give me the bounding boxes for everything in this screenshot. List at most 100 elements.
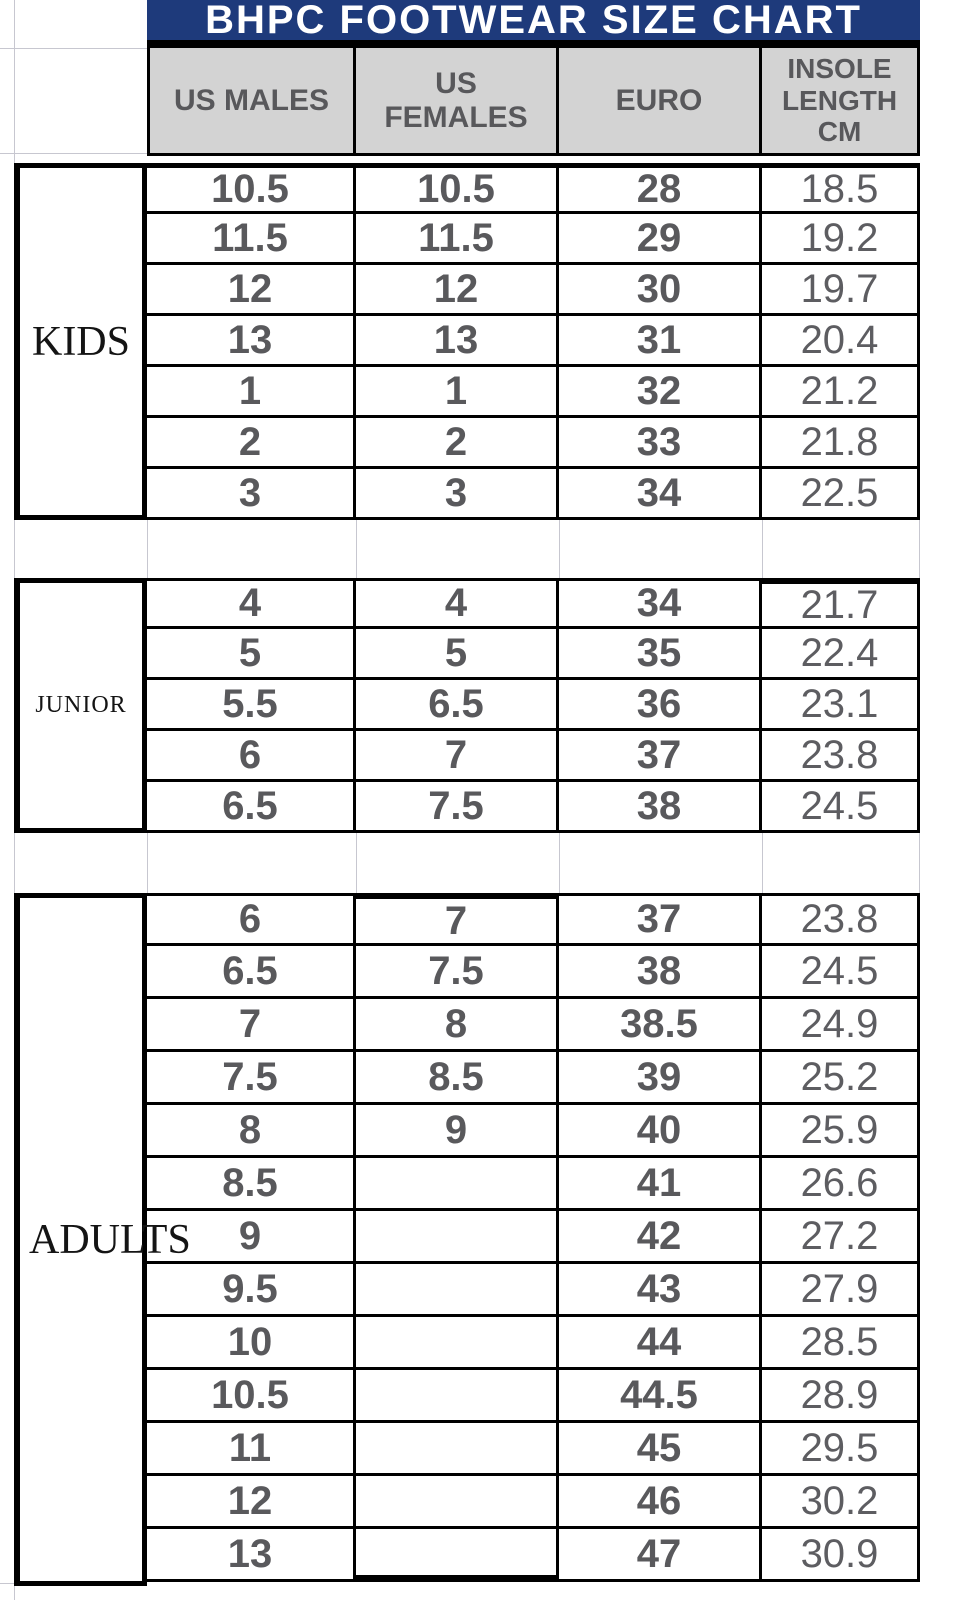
cell-adults-row5-col2: 41 bbox=[559, 1158, 762, 1211]
table-section-junior: 4 4 34 21.7 5 5 35 22.4 5.5 6.5 36 23.1 6 7 37 23.8 6.5 7… bbox=[147, 578, 920, 833]
cell-adults-row0-col1: 7 bbox=[356, 893, 559, 946]
cell-adults-row5-col3: 26.6 bbox=[762, 1158, 920, 1211]
cell-adults-row11-col2: 46 bbox=[559, 1476, 762, 1529]
cell-kids-row1-col3: 19.2 bbox=[762, 214, 920, 265]
cell-junior-row2-col1: 6.5 bbox=[356, 680, 559, 731]
cell-adults-row3-col1: 8.5 bbox=[356, 1052, 559, 1105]
cell-adults-row11-col0: 12 bbox=[147, 1476, 356, 1529]
cell-junior-row3-col1: 7 bbox=[356, 731, 559, 782]
cell-junior-row1-col3: 22.4 bbox=[762, 629, 920, 680]
group-label: JUNIOR bbox=[35, 692, 127, 718]
cell-adults-row7-col1 bbox=[356, 1264, 559, 1317]
cell-adults-row12-col1 bbox=[356, 1529, 559, 1582]
cell-adults-row3-col2: 39 bbox=[559, 1052, 762, 1105]
cell-adults-row10-col0: 11 bbox=[147, 1423, 356, 1476]
cell-adults-row1-col2: 38 bbox=[559, 946, 762, 999]
column-header-euro: EURO bbox=[559, 48, 762, 153]
cell-junior-row3-col3: 23.8 bbox=[762, 731, 920, 782]
cell-adults-row12-col2: 47 bbox=[559, 1529, 762, 1582]
cell-adults-row1-col0: 6.5 bbox=[147, 946, 356, 999]
cell-adults-row5-col1 bbox=[356, 1158, 559, 1211]
cell-adults-row0-col3: 23.8 bbox=[762, 893, 920, 946]
cell-kids-row5-col0: 2 bbox=[147, 418, 356, 469]
cell-adults-row2-col3: 24.9 bbox=[762, 999, 920, 1052]
cell-adults-row9-col1 bbox=[356, 1370, 559, 1423]
cell-adults-row8-col2: 44 bbox=[559, 1317, 762, 1370]
cell-adults-row0-col2: 37 bbox=[559, 893, 762, 946]
cell-adults-row6-col0: 9 bbox=[147, 1211, 356, 1264]
cell-junior-row4-col3: 24.5 bbox=[762, 782, 920, 833]
column-header-label: INSOLE LENGTH CM bbox=[781, 53, 898, 148]
gridline-horizontal-top bbox=[0, 48, 147, 49]
cell-kids-row4-col2: 32 bbox=[559, 367, 762, 418]
cell-adults-row10-col3: 29.5 bbox=[762, 1423, 920, 1476]
title-underline bbox=[147, 40, 920, 48]
cell-kids-row4-col3: 21.2 bbox=[762, 367, 920, 418]
cell-adults-row9-col3: 28.9 bbox=[762, 1370, 920, 1423]
cell-kids-row2-col1: 12 bbox=[356, 265, 559, 316]
cell-kids-row5-col1: 2 bbox=[356, 418, 559, 469]
cell-kids-row5-col3: 21.8 bbox=[762, 418, 920, 469]
cell-adults-row1-col1: 7.5 bbox=[356, 946, 559, 999]
cell-adults-row4-col2: 40 bbox=[559, 1105, 762, 1158]
cell-adults-row3-col3: 25.2 bbox=[762, 1052, 920, 1105]
cell-adults-row8-col3: 28.5 bbox=[762, 1317, 920, 1370]
cell-kids-row6-col3: 22.5 bbox=[762, 469, 920, 520]
cell-junior-row0-col0: 4 bbox=[147, 578, 356, 629]
cell-junior-row0-col1: 4 bbox=[356, 578, 559, 629]
cell-junior-row2-col2: 36 bbox=[559, 680, 762, 731]
spacer-gridline bbox=[356, 833, 357, 893]
cell-adults-row7-col3: 27.9 bbox=[762, 1264, 920, 1317]
cell-adults-row8-col1 bbox=[356, 1317, 559, 1370]
cell-kids-row3-col0: 13 bbox=[147, 316, 356, 367]
cell-kids-row3-col2: 31 bbox=[559, 316, 762, 367]
spacer-gridline bbox=[762, 520, 763, 578]
column-header-label: US FEMALES bbox=[384, 66, 528, 134]
cell-junior-row0-col3: 21.7 bbox=[762, 578, 920, 629]
cell-adults-row6-col2: 42 bbox=[559, 1211, 762, 1264]
cell-adults-row6-col1 bbox=[356, 1211, 559, 1264]
column-header-us-males: US MALES bbox=[147, 48, 356, 153]
column-header-insole-length-cm: INSOLE LENGTH CM bbox=[762, 48, 920, 153]
cell-junior-row1-col1: 5 bbox=[356, 629, 559, 680]
cell-kids-row0-col3: 18.5 bbox=[762, 163, 920, 214]
cell-adults-row4-col1: 9 bbox=[356, 1105, 559, 1158]
cell-junior-row0-col2: 34 bbox=[559, 578, 762, 629]
column-header-row: US MALES US FEMALES EURO INSOLE LENGTH C… bbox=[147, 48, 920, 156]
cell-kids-row2-col2: 30 bbox=[559, 265, 762, 316]
column-header-label: EURO bbox=[615, 83, 703, 117]
cell-kids-row0-col1: 10.5 bbox=[356, 163, 559, 214]
spacer-gridline bbox=[559, 833, 560, 893]
column-header-us-females: US FEMALES bbox=[356, 48, 559, 153]
cell-kids-row1-col1: 11.5 bbox=[356, 214, 559, 265]
cell-kids-row6-col2: 34 bbox=[559, 469, 762, 520]
group-label-box-kids: KIDS bbox=[14, 163, 147, 520]
cell-adults-row12-col3: 30.9 bbox=[762, 1529, 920, 1582]
cell-kids-row1-col2: 29 bbox=[559, 214, 762, 265]
cell-adults-row7-col0: 9.5 bbox=[147, 1264, 356, 1317]
cell-adults-row7-col2: 43 bbox=[559, 1264, 762, 1317]
group-label: ADULTS bbox=[29, 1216, 191, 1263]
column-header-label: US MALES bbox=[173, 83, 329, 117]
cell-adults-row2-col1: 8 bbox=[356, 999, 559, 1052]
spacer-gridline bbox=[919, 520, 920, 578]
cell-adults-row6-col3: 27.2 bbox=[762, 1211, 920, 1264]
cell-adults-row12-col0: 13 bbox=[147, 1529, 356, 1582]
cell-junior-row3-col0: 6 bbox=[147, 731, 356, 782]
table-section-adults: 6 7 37 23.8 6.5 7.5 38 24.5 7 8 38.5 24.9 7.5 8.5 39 25… bbox=[147, 893, 920, 1582]
spacer-gridline bbox=[559, 520, 560, 578]
gridline-horizontal-header-bottom bbox=[0, 153, 147, 154]
spacer-gridline bbox=[147, 833, 148, 893]
cell-junior-row4-col2: 38 bbox=[559, 782, 762, 833]
cell-adults-row0-col0: 6 bbox=[147, 893, 356, 946]
group-label-box-adults: ADULTS bbox=[14, 893, 191, 1586]
cell-kids-row5-col2: 33 bbox=[559, 418, 762, 469]
cell-kids-row4-col0: 1 bbox=[147, 367, 356, 418]
cell-adults-row4-col3: 25.9 bbox=[762, 1105, 920, 1158]
cell-adults-row2-col2: 38.5 bbox=[559, 999, 762, 1052]
cell-junior-row3-col2: 37 bbox=[559, 731, 762, 782]
cell-kids-row2-col3: 19.7 bbox=[762, 265, 920, 316]
spacer-gridline bbox=[762, 833, 763, 893]
cell-adults-row3-col0: 7.5 bbox=[147, 1052, 356, 1105]
